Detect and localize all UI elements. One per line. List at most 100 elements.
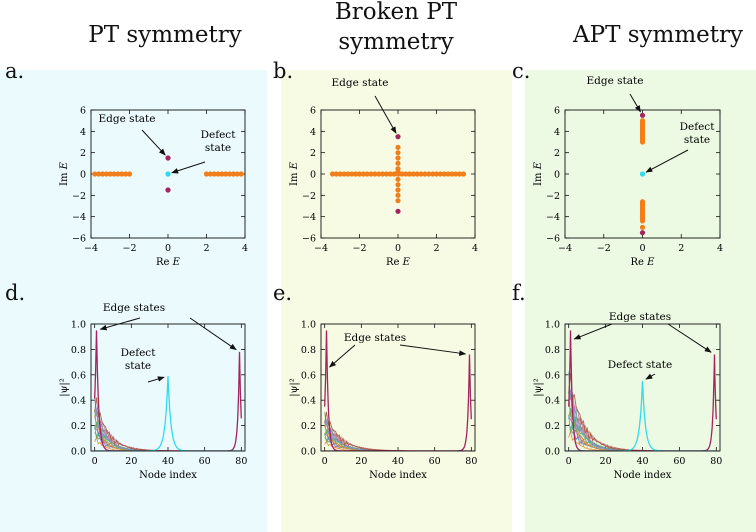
bulk-point: [368, 171, 374, 177]
bulk-point: [414, 171, 420, 177]
x-axis-label: Re E: [631, 257, 656, 268]
bulk-state-line: [94, 436, 242, 451]
plot-frame: [564, 109, 721, 239]
bulk-state-line: [324, 411, 472, 451]
right-edge-state-line: [324, 354, 472, 451]
annotation-arrow: [374, 95, 397, 134]
y-tick-label: −2: [72, 191, 86, 202]
bulk-point: [453, 171, 459, 177]
bulk-point: [395, 169, 401, 175]
plot-area-a: [92, 155, 244, 193]
bulk-state-line: [324, 440, 472, 451]
left-edge-state-line: [94, 330, 242, 451]
bulk-point: [337, 171, 343, 177]
bulk-point: [211, 171, 217, 177]
x-tick-label: 2: [678, 243, 684, 254]
y-tick-label: 6: [554, 106, 560, 117]
bulk-point: [99, 171, 106, 177]
bulk-point: [441, 171, 447, 177]
x-tick-label: 0: [322, 456, 328, 467]
bulk-point: [639, 218, 646, 224]
x-tick-label: 0: [639, 243, 645, 254]
bulk-point: [445, 171, 451, 177]
bulk-point: [353, 171, 359, 177]
y-tick-label: 4: [554, 127, 560, 138]
bulk-point: [387, 171, 393, 177]
bulk-point: [399, 171, 405, 177]
bulk-point: [426, 171, 432, 177]
y-tick-label: 0.2: [301, 421, 316, 432]
bulk-point: [119, 171, 125, 177]
bulk-point: [395, 187, 401, 193]
x-tick-label: 2: [203, 243, 209, 254]
bulk-point: [380, 171, 386, 177]
x-tick-label: 4: [472, 243, 478, 254]
y-tick-label: 1.0: [301, 320, 316, 331]
bulk-point: [376, 171, 382, 177]
annotation-arrow: [99, 317, 141, 331]
column-title-broken-pt: Broken PT symmetry: [334, 0, 458, 55]
y-tick-label: 6: [80, 106, 86, 117]
bulk-point: [395, 198, 401, 204]
x-tick-label: 60: [429, 456, 441, 467]
bulk-point: [430, 171, 436, 177]
y-axis-label: |ψ|²: [59, 378, 70, 397]
bulk-point: [349, 171, 355, 177]
annotation-label: Edge state: [99, 113, 156, 125]
y-tick-label: −2: [302, 191, 316, 202]
annotation-arrow: [328, 344, 356, 368]
bulk-point: [238, 171, 244, 177]
edge-point: [165, 187, 171, 193]
column-title-apt: APT symmetry: [573, 22, 743, 48]
bulk-point: [207, 171, 213, 177]
x-tick-label: 4: [242, 243, 248, 254]
plot-area-d: [94, 330, 242, 451]
bulk-point: [227, 171, 233, 177]
x-tick-label: 80: [235, 456, 247, 467]
y-tick-label: 2: [310, 148, 316, 159]
annotation-label: Edge states: [344, 332, 406, 344]
plot-frame: [564, 323, 721, 452]
plot-area-f: [568, 330, 717, 451]
annotation-label: Edge state: [332, 77, 389, 89]
x-tick-label: 0: [566, 456, 572, 467]
y-axis-label: |ψ|²: [533, 378, 544, 397]
x-tick-label: −4: [558, 243, 572, 254]
plot-area-e: [324, 330, 472, 451]
bulk-state-line: [568, 430, 717, 451]
annotation-arrow: [171, 161, 206, 174]
x-tick-label: 20: [125, 456, 137, 467]
y-tick-label: 4: [310, 127, 316, 138]
bulk-point: [329, 171, 336, 177]
bulk-point: [406, 171, 413, 177]
annotation-label: Defect state: [121, 347, 157, 372]
bulk-point: [96, 171, 102, 177]
plot-frame: [90, 109, 246, 239]
bulk-point: [437, 171, 443, 177]
bulk-point: [345, 171, 351, 177]
y-tick-label: 0.0: [301, 447, 316, 458]
bulk-point: [422, 171, 428, 177]
x-tick-label: 20: [600, 456, 612, 467]
x-axis-label: Re E: [156, 257, 181, 268]
y-tick-label: 0.8: [301, 345, 316, 356]
x-tick-label: 0: [165, 243, 171, 254]
y-tick-label: 0.6: [71, 370, 86, 381]
x-tick-label: 4: [717, 243, 723, 254]
plot-d: 0 20 40 60 80 0.0 0.2 0.4 0.6 0.8 1.0 Node index |ψ|…: [59, 302, 247, 481]
annotation-label: Defect state: [201, 129, 237, 154]
y-tick-label: 2: [80, 148, 86, 159]
y-tick-label: 0.4: [71, 396, 86, 407]
x-tick-label: −2: [122, 243, 136, 254]
annotation-label: Edge states: [103, 302, 165, 314]
bulk-point: [215, 171, 221, 177]
y-tick-label: −4: [302, 212, 316, 223]
background-panel-pt: [0, 70, 267, 532]
column-title-pt: PT symmetry: [88, 22, 242, 48]
y-tick-label: 1.0: [545, 320, 560, 331]
background-panel-apt: [525, 70, 756, 532]
x-tick-label: 2: [433, 243, 439, 254]
bulk-point: [395, 144, 401, 150]
panel-label-a: a.: [5, 59, 25, 83]
